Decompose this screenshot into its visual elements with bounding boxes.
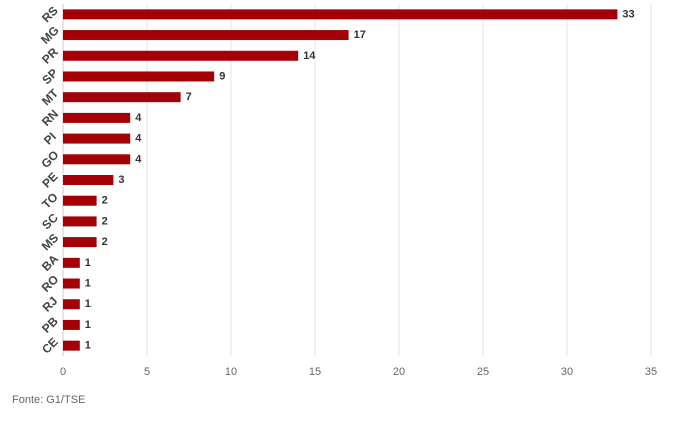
category-label: RJ xyxy=(40,294,61,315)
value-label: 17 xyxy=(354,29,366,41)
x-tick-label: 5 xyxy=(144,366,150,378)
bar xyxy=(63,278,80,289)
value-label: 4 xyxy=(135,112,142,124)
category-label: PR xyxy=(39,45,61,67)
bar xyxy=(63,299,80,310)
x-tick-label: 25 xyxy=(477,366,489,378)
category-label: RS xyxy=(39,4,61,26)
bar xyxy=(63,92,181,103)
category-label: MS xyxy=(39,231,62,254)
value-label: 9 xyxy=(219,70,225,82)
bar xyxy=(63,319,80,330)
category-label: CE xyxy=(39,335,61,357)
x-tick-label: 20 xyxy=(393,366,405,378)
value-label: 2 xyxy=(102,236,108,248)
gridlines xyxy=(62,4,652,356)
bar xyxy=(63,9,618,20)
value-label: 1 xyxy=(85,319,91,331)
source-note: Fonte: G1/TSE xyxy=(12,394,86,406)
category-label: MG xyxy=(38,23,62,47)
category-label: SC xyxy=(39,210,61,232)
category-label: PB xyxy=(39,314,61,336)
bar xyxy=(63,237,97,248)
value-label: 1 xyxy=(85,298,91,310)
value-label: 7 xyxy=(186,91,192,103)
bar xyxy=(63,112,131,123)
value-label: 1 xyxy=(85,340,91,352)
bar xyxy=(63,133,131,144)
bar xyxy=(63,340,80,351)
value-label: 1 xyxy=(85,257,91,269)
value-label: 2 xyxy=(102,215,108,227)
bar xyxy=(63,216,97,227)
category-label: GO xyxy=(38,148,61,171)
category-label: PI xyxy=(41,130,59,148)
x-tick-label: 0 xyxy=(60,366,66,378)
x-tick-label: 30 xyxy=(561,366,573,378)
bar xyxy=(63,195,97,206)
bar xyxy=(63,154,131,165)
x-tick-label: 35 xyxy=(645,366,657,378)
category-label: BA xyxy=(39,252,61,274)
value-label: 14 xyxy=(303,50,316,62)
value-label: 1 xyxy=(85,278,91,290)
bars xyxy=(63,9,618,351)
value-label: 33 xyxy=(622,8,634,20)
value-label: 3 xyxy=(118,174,124,186)
bar xyxy=(63,30,349,41)
bar xyxy=(63,257,80,268)
bar xyxy=(63,71,215,82)
category-label: SP xyxy=(39,66,60,87)
x-tick-label: 10 xyxy=(225,366,237,378)
value-label: 2 xyxy=(102,195,108,207)
value-label: 4 xyxy=(135,133,142,145)
x-axis-ticks: 0 5 10 15 20 25 30 35 xyxy=(60,366,657,378)
bar xyxy=(63,175,114,185)
x-tick-label: 15 xyxy=(309,366,321,378)
category-label: RN xyxy=(39,107,61,129)
category-label: TO xyxy=(39,190,61,212)
category-label: RO xyxy=(39,272,62,295)
value-label: 4 xyxy=(135,153,142,165)
bar xyxy=(63,50,299,61)
category-label: PE xyxy=(39,169,60,190)
category-label: MT xyxy=(39,86,62,109)
